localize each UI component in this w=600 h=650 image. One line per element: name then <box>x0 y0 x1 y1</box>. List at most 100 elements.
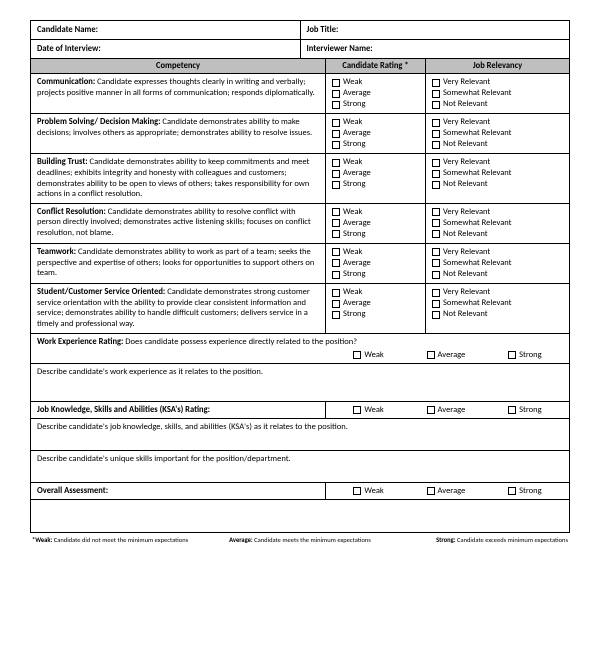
relevancy-somewhat[interactable]: Somewhat Relevant <box>432 128 563 139</box>
relevancy-very[interactable]: Very Relevant <box>432 157 563 168</box>
rating-strong[interactable]: Strong <box>332 99 419 110</box>
work-exp-strong[interactable]: Strong <box>508 350 542 360</box>
rating-weak[interactable]: Weak <box>332 247 419 258</box>
overall-average[interactable]: Average <box>427 486 466 496</box>
checkbox-icon <box>332 101 340 109</box>
competency-row: Conflict Resolution: Candidate demonstra… <box>31 204 569 244</box>
work-exp-describe: Describe candidate's work experience as … <box>31 364 569 402</box>
relevancy-not[interactable]: Not Relevant <box>432 99 563 110</box>
competency-desc: Teamwork: Candidate demonstrates ability… <box>31 244 326 283</box>
competency-desc: Student/Customer Service Oriented: Candi… <box>31 284 326 333</box>
rating-average[interactable]: Average <box>332 218 419 229</box>
competency-relevancy: Very RelevantSomewhat RelevantNot Releva… <box>426 284 569 333</box>
competency-rating: WeakAverageStrong <box>326 284 426 333</box>
checkbox-icon <box>332 289 340 297</box>
competency-desc: Building Trust: Candidate demonstrates a… <box>31 154 326 203</box>
competency-row: Student/Customer Service Oriented: Candi… <box>31 284 569 334</box>
header-row-1: Candidate Name: Job Title: <box>31 21 569 40</box>
checkbox-icon <box>432 79 440 87</box>
rating-strong[interactable]: Strong <box>332 179 419 190</box>
rating-strong[interactable]: Strong <box>332 269 419 280</box>
relevancy-very[interactable]: Very Relevant <box>432 117 563 128</box>
overall-strong[interactable]: Strong <box>508 486 542 496</box>
relevancy-not[interactable]: Not Relevant <box>432 269 563 280</box>
rating-strong[interactable]: Strong <box>332 229 419 240</box>
ksa-rating-label: Job Knowledge, Skills and Abilities (KSA… <box>31 402 326 418</box>
competency-row: Communication: Candidate expresses thoug… <box>31 74 569 114</box>
interviewer-name-label: Interviewer Name: <box>301 40 570 58</box>
checkbox-icon <box>432 311 440 319</box>
competency-row: Problem Solving/ Decision Making: Candid… <box>31 114 569 154</box>
checkbox-icon <box>432 159 440 167</box>
competency-rating: WeakAverageStrong <box>326 204 426 243</box>
rating-weak[interactable]: Weak <box>332 77 419 88</box>
relevancy-not[interactable]: Not Relevant <box>432 179 563 190</box>
date-interview-label: Date of Interview: <box>31 40 301 58</box>
checkbox-icon <box>353 487 361 495</box>
rating-strong[interactable]: Strong <box>332 309 419 320</box>
overall-blank <box>31 500 569 532</box>
competency-relevancy: Very RelevantSomewhat RelevantNot Releva… <box>426 114 569 153</box>
form-container: Candidate Name: Job Title: Date of Inter… <box>30 20 570 533</box>
checkbox-icon <box>353 406 361 414</box>
checkbox-icon <box>432 170 440 178</box>
checkbox-icon <box>432 219 440 227</box>
rating-strong[interactable]: Strong <box>332 139 419 150</box>
rating-weak[interactable]: Weak <box>332 117 419 128</box>
relevancy-very[interactable]: Very Relevant <box>432 77 563 88</box>
ksa-average[interactable]: Average <box>427 405 466 415</box>
job-title-label: Job Title: <box>301 21 570 39</box>
work-exp-average[interactable]: Average <box>427 350 466 360</box>
checkbox-icon <box>432 119 440 127</box>
relevancy-somewhat[interactable]: Somewhat Relevant <box>432 88 563 99</box>
checkbox-icon <box>332 219 340 227</box>
competency-rating: WeakAverageStrong <box>326 114 426 153</box>
checkbox-icon <box>332 170 340 178</box>
checkbox-icon <box>432 208 440 216</box>
column-headers: Competency Candidate Rating * Job Releva… <box>31 59 569 74</box>
rating-average[interactable]: Average <box>332 258 419 269</box>
checkbox-icon <box>332 271 340 279</box>
competency-rating: WeakAverageStrong <box>326 244 426 283</box>
relevancy-very[interactable]: Very Relevant <box>432 247 563 258</box>
overall-assessment-row: Overall Assessment: Weak Average Strong <box>31 483 569 500</box>
checkbox-icon <box>432 101 440 109</box>
rating-average[interactable]: Average <box>332 298 419 309</box>
col-head-rating: Candidate Rating * <box>326 59 426 73</box>
rating-weak[interactable]: Weak <box>332 207 419 218</box>
rating-weak[interactable]: Weak <box>332 287 419 298</box>
candidate-name-label: Candidate Name: <box>31 21 301 39</box>
checkbox-icon <box>432 130 440 138</box>
ksa-describe: Describe candidate's job knowledge, skil… <box>31 419 569 451</box>
rating-average[interactable]: Average <box>332 168 419 179</box>
work-exp-weak[interactable]: Weak <box>353 350 383 360</box>
rating-average[interactable]: Average <box>332 128 419 139</box>
rating-weak[interactable]: Weak <box>332 157 419 168</box>
relevancy-somewhat[interactable]: Somewhat Relevant <box>432 258 563 269</box>
overall-label: Overall Assessment: <box>31 483 326 499</box>
competency-relevancy: Very RelevantSomewhat RelevantNot Releva… <box>426 244 569 283</box>
relevancy-very[interactable]: Very Relevant <box>432 207 563 218</box>
relevancy-somewhat[interactable]: Somewhat Relevant <box>432 298 563 309</box>
checkbox-icon <box>332 90 340 98</box>
competency-row: Building Trust: Candidate demonstrates a… <box>31 154 569 204</box>
ksa-strong[interactable]: Strong <box>508 405 542 415</box>
ksa-weak[interactable]: Weak <box>353 405 383 415</box>
rating-average[interactable]: Average <box>332 88 419 99</box>
checkbox-icon <box>332 311 340 319</box>
col-head-relevancy: Job Relevancy <box>426 59 569 73</box>
relevancy-somewhat[interactable]: Somewhat Relevant <box>432 218 563 229</box>
relevancy-not[interactable]: Not Relevant <box>432 229 563 240</box>
checkbox-icon <box>508 406 516 414</box>
work-exp-rating-q: Does candidate possess experience direct… <box>123 337 357 347</box>
col-head-competency: Competency <box>31 59 326 73</box>
relevancy-somewhat[interactable]: Somewhat Relevant <box>432 168 563 179</box>
relevancy-not[interactable]: Not Relevant <box>432 309 563 320</box>
overall-weak[interactable]: Weak <box>353 486 383 496</box>
relevancy-not[interactable]: Not Relevant <box>432 139 563 150</box>
checkbox-icon <box>427 406 435 414</box>
work-exp-rating-label: Work Experience Rating: <box>37 337 123 347</box>
checkbox-icon <box>432 271 440 279</box>
checkbox-icon <box>332 130 340 138</box>
relevancy-very[interactable]: Very Relevant <box>432 287 563 298</box>
